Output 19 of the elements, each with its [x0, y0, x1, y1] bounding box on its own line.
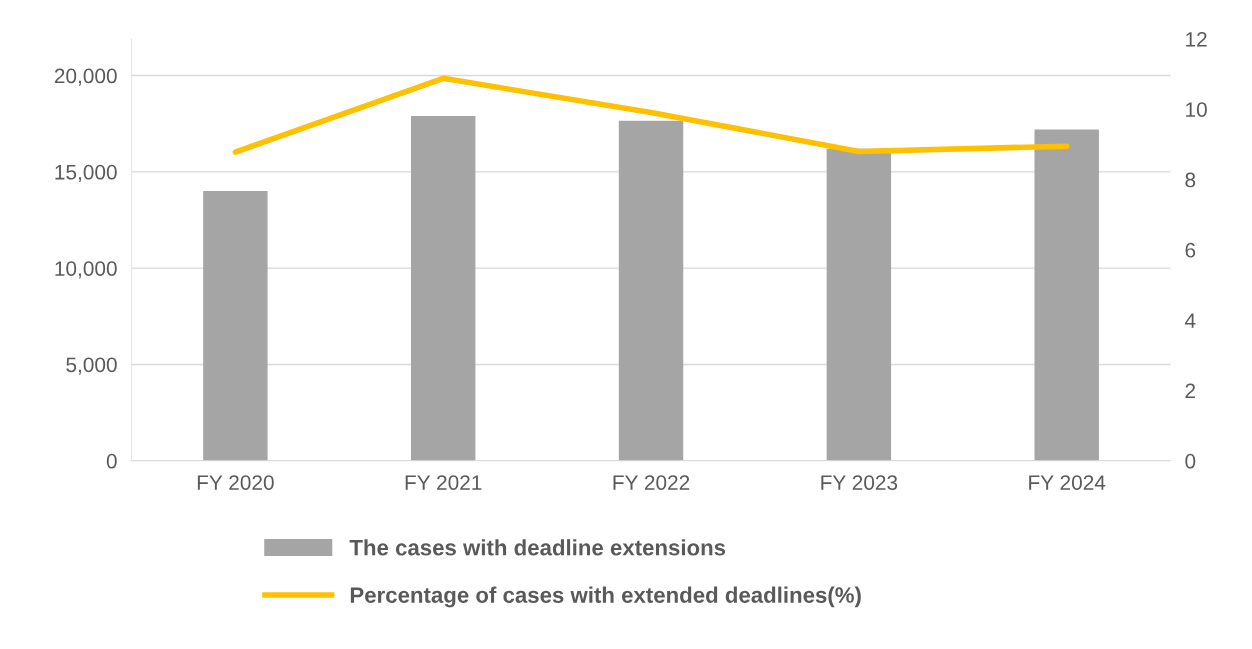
x-tick-label: FY 2020 — [197, 475, 274, 490]
y-tick-label: 15,000 — [55, 164, 117, 183]
y-tick-label: 5,000 — [66, 357, 117, 375]
y2-tick-label: 0 — [1185, 453, 1196, 469]
x-tick-label: FY 2023 — [821, 475, 898, 490]
y-tick-label: 20,000 — [54, 68, 117, 86]
y2-tick-label: 12 — [1186, 31, 1207, 47]
y2-tick-label: 8 — [1185, 172, 1196, 188]
y2-tick-label: 4 — [1184, 313, 1196, 328]
legend-label: Percentage of cases with extended deadlines(%) — [350, 586, 861, 608]
x-tick-label: FY 2024 — [1029, 475, 1106, 490]
x-tick-label: FY 2021 — [405, 475, 482, 490]
y-tick-label: 0 — [106, 453, 117, 469]
x-tick-label: FY 2022 — [613, 475, 690, 490]
y2-tick-label: 6 — [1185, 242, 1196, 258]
y-tick-label: 10,000 — [55, 261, 117, 279]
y2-tick-label: 10 — [1186, 102, 1207, 117]
legend-label: The cases with deadline extensions — [349, 539, 726, 556]
y2-tick-label: 2 — [1185, 383, 1196, 399]
